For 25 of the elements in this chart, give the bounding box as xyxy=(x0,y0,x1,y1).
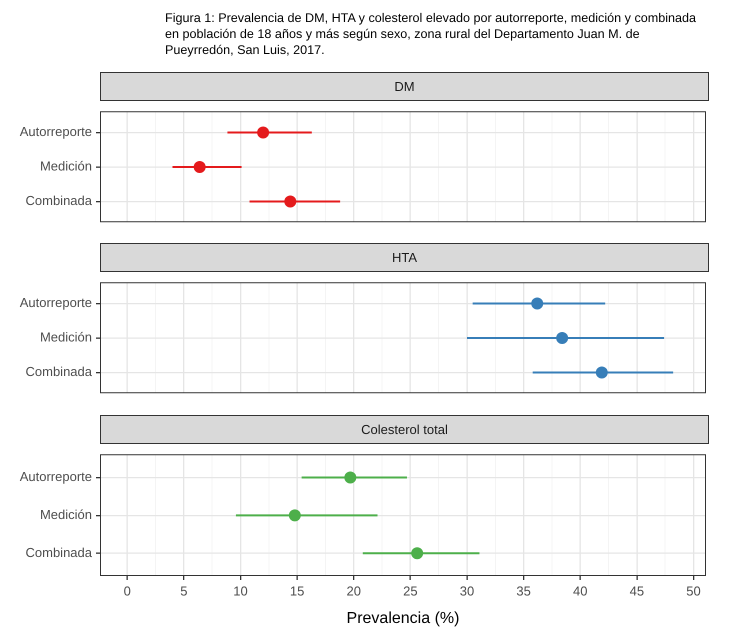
x-tick-label: 45 xyxy=(630,583,644,598)
y-tick-label: Combinada xyxy=(26,193,93,208)
x-tick-label: 30 xyxy=(460,583,474,598)
x-tick-label: 25 xyxy=(403,583,418,598)
chart-title: HTA xyxy=(100,243,709,272)
x-tick-label: 10 xyxy=(233,583,248,598)
x-tick-label: 5 xyxy=(180,583,188,598)
y-tick-label: Autorreporte xyxy=(20,124,92,140)
x-tick-label: 15 xyxy=(290,583,304,598)
y-tick-label: Autorreporte xyxy=(20,295,92,310)
x-tick-label: 50 xyxy=(686,583,701,598)
y-tick-label: Autorreporte xyxy=(20,469,92,484)
y-tick-label: Medición xyxy=(40,158,92,174)
x-tick-label: 35 xyxy=(516,583,531,598)
y-tick-label: Medición xyxy=(40,506,92,522)
chart-title: Colesterol total xyxy=(100,415,709,444)
chart-title: DM xyxy=(100,72,709,101)
x-axis-title: Prevalencia (%) xyxy=(346,610,460,627)
x-tick-label: 40 xyxy=(573,583,588,598)
x-tick-label: 0 xyxy=(124,583,131,598)
text: Figura 1: Prevalencia de DM, HTA y colesterol elevado por autorreporte, medición y combinada en población de 18 años y más según sexo, zona rural del Departamento Juan M. de Pueyrredón, San Luis, 2017. xyxy=(165,10,698,58)
y-tick-label: Combinada xyxy=(26,544,93,560)
y-tick-label: Combinada xyxy=(26,364,93,380)
y-tick-label: Medición xyxy=(40,330,92,345)
x-tick-label: 20 xyxy=(346,583,361,598)
